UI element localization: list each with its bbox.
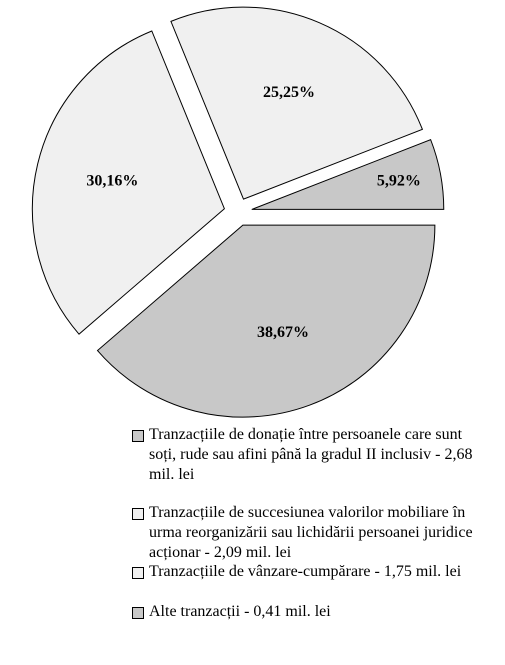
slice-label: 38,67% <box>257 324 309 341</box>
legend-swatch <box>132 607 144 619</box>
legend-item: Tranzacțiile de vânzare-cumpărare - 1,75… <box>132 562 492 582</box>
legend-label: Tranzacțiile de vânzare-cumpărare - 1,75… <box>149 563 462 580</box>
chart: 38,67% 30,16% 25,25% 5,92% <box>31 6 445 418</box>
legend-item: Tranzacțiile de donație între persoanele… <box>132 425 492 485</box>
pie-slice <box>31 30 225 335</box>
pie-slice <box>251 138 445 210</box>
legend-swatch <box>132 567 144 579</box>
pie-slice <box>96 224 436 418</box>
pie-slice <box>170 6 424 200</box>
legend-label: Tranzacțiile de donație între persoanele… <box>149 426 473 483</box>
legend-item: Alte tranzacții - 0,41 mil. lei <box>132 602 492 622</box>
slice-label: 30,16% <box>86 173 138 190</box>
legend-swatch <box>132 430 144 442</box>
slice-label: 25,25% <box>263 84 315 101</box>
legend-label: Tranzacțiile de succesiunea valorilor mo… <box>149 504 473 561</box>
legend-label: Alte tranzacții - 0,41 mil. lei <box>149 603 331 620</box>
legend-item: Tranzacțiile de succesiunea valorilor mo… <box>132 503 492 563</box>
slice-label: 5,92% <box>377 172 421 189</box>
legend-swatch <box>132 508 144 520</box>
